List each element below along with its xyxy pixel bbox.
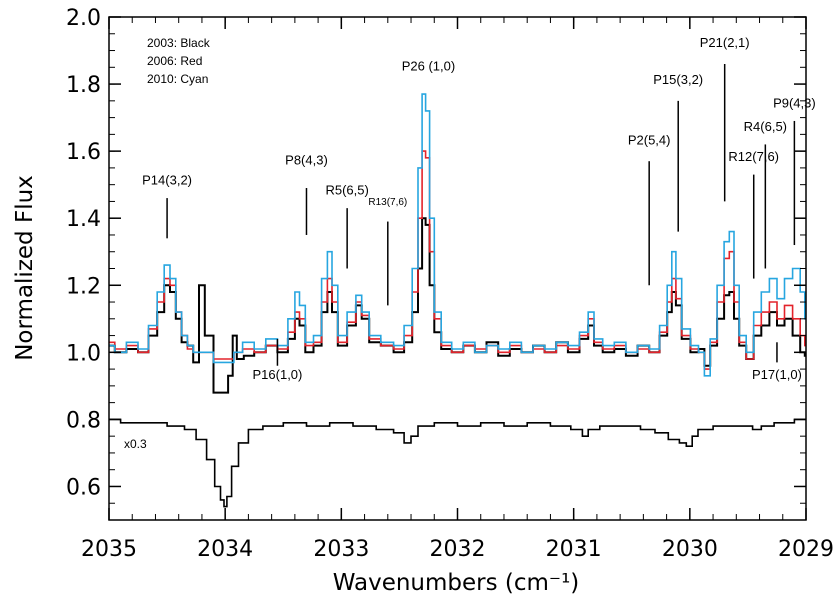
line-label: P17(1,0) [752, 367, 802, 382]
line-label: P8(4,3) [285, 153, 328, 168]
legend-line-1: 2003: Black [147, 36, 211, 50]
x-tick-label: 2035 [81, 537, 137, 562]
y-tick-label: 1.2 [66, 274, 101, 299]
telluric-scale-label: x0.3 [124, 437, 147, 451]
x-axis-title: Wavenumbers (cm⁻¹) [333, 570, 580, 596]
line-label: R4(6,5) [744, 119, 787, 134]
x-tick-label: 2033 [313, 537, 369, 562]
line-label: R12(7,6) [728, 149, 779, 164]
x-tick-label: 2032 [430, 537, 486, 562]
y-tick-label: 1.6 [66, 140, 101, 165]
series-2003 [109, 217, 806, 394]
series-2010 [109, 93, 806, 377]
line-label: P16(1,0) [253, 367, 303, 382]
x-tick-label: 2034 [197, 537, 253, 562]
line-label: R13(7,6) [368, 197, 407, 208]
line-label: P21(2,1) [700, 35, 750, 50]
annotation-layer: P14(3,2) P8(4,3) R5(6,5)R13(7,6) P26 (1,0) P… [142, 35, 816, 382]
plot-frame [108, 16, 807, 521]
legend-line-2: 2006: Red [147, 54, 202, 68]
y-tick-label: 0.8 [66, 408, 101, 433]
y-tick-label: 1.4 [66, 207, 101, 232]
x-tick-label: 2029 [778, 537, 834, 562]
line-label: P2(5,4) [628, 132, 671, 147]
y-tick-label: 2.0 [66, 6, 101, 31]
y-tick-label: 1.0 [66, 341, 101, 366]
y-tick-label: 0.6 [66, 475, 101, 500]
line-label: P26 (1,0) [402, 59, 455, 74]
series-layer [109, 93, 806, 508]
x-tick-label: 2030 [662, 537, 718, 562]
axis-layer: 2035 2034 2033 2032 2031 2030 2029 0.6 0.8 1.0 1.2… [66, 6, 834, 562]
y-tick-label: 1.8 [66, 73, 101, 98]
y-axis-title: Normalized Flux [12, 175, 38, 361]
line-label: P15(3,2) [653, 72, 703, 87]
line-label: P9(4,3) [773, 96, 816, 111]
legend-line-3: 2010: Cyan [147, 72, 208, 86]
line-label: R5(6,5) [325, 183, 368, 198]
x-tick-label: 2031 [546, 537, 602, 562]
series-telluric-x0-3 [109, 418, 806, 508]
line-label: P14(3,2) [142, 173, 192, 188]
